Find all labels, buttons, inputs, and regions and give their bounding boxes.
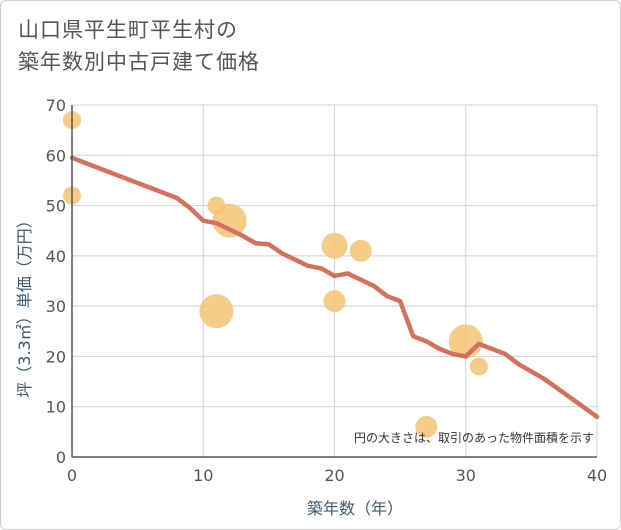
data-point: [199, 294, 234, 329]
y-tick-label: 70: [46, 96, 66, 115]
data-point: [415, 415, 438, 438]
trend-line: [69, 155, 600, 420]
data-point: [469, 357, 488, 376]
tick-labels: 0 10 20 30 40 0 10 20 30 40 50 60 70: [46, 96, 608, 485]
x-tick-label: 0: [67, 466, 77, 485]
trend-line-group: [69, 155, 600, 420]
x-axis-label: 築年数（年）: [307, 499, 403, 518]
y-axis-label: 坪（3.3㎡）単価（万円）: [15, 212, 34, 397]
size-note: 円の大きさは、取引のあった物件面積を示す: [354, 430, 594, 445]
chart-title: 山口県平生町平生村の 築年数別中古戸建て価格: [18, 14, 260, 78]
data-point: [323, 290, 346, 313]
x-tick-label: 40: [587, 466, 607, 485]
y-tick-label: 50: [46, 197, 66, 216]
y-tick-label: 40: [46, 247, 66, 266]
x-tick-label: 30: [456, 466, 476, 485]
title-line-2: 築年数別中古戸建て価格: [18, 50, 260, 74]
y-tick-label: 10: [46, 398, 66, 417]
y-tick-label: 30: [46, 297, 66, 316]
x-tick-label: 20: [324, 466, 344, 485]
data-point: [212, 203, 247, 238]
title-line-1: 山口県平生町平生村の: [18, 18, 238, 42]
data-point: [321, 232, 348, 259]
y-tick-label: 20: [46, 347, 66, 366]
data-point: [349, 239, 372, 262]
y-tick-label: 0: [56, 448, 66, 467]
x-tick-label: 10: [193, 466, 213, 485]
y-tick-label: 60: [46, 146, 66, 165]
axes: [71, 105, 597, 458]
